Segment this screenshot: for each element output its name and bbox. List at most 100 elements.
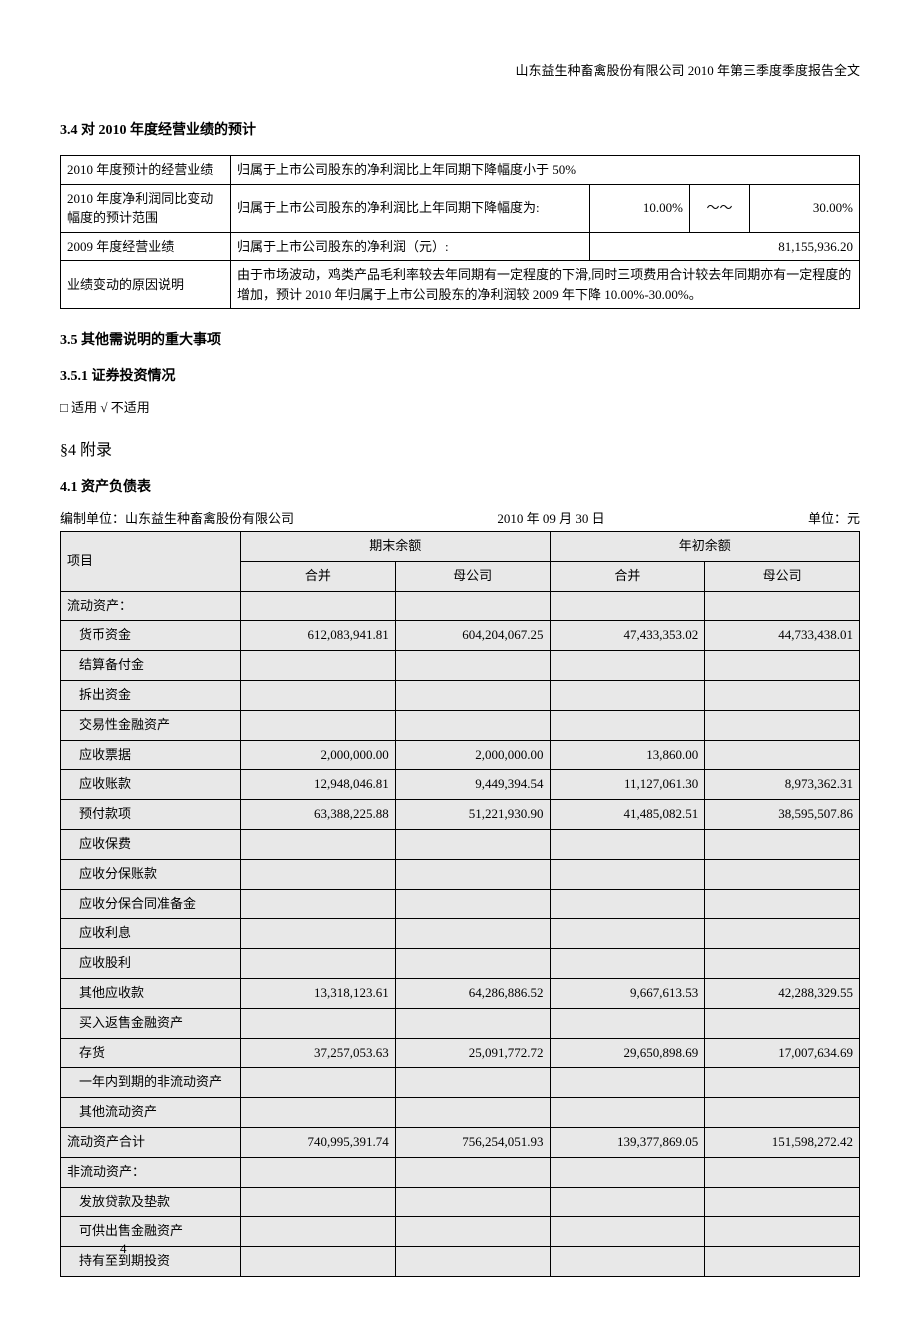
cell-value: 37,257,053.63	[241, 1038, 396, 1068]
table-row: 应收分保合同准备金	[61, 889, 860, 919]
cell-value	[705, 1098, 860, 1128]
prepared-by: 编制单位：山东益生种畜禽股份有限公司	[60, 508, 294, 527]
item-label: 结算备付金	[61, 651, 241, 681]
table-row: 交易性金融资产	[61, 710, 860, 740]
th-ending-parent: 母公司	[395, 561, 550, 591]
item-label: 存货	[61, 1038, 241, 1068]
balance-sheet-meta: 编制单位：山东益生种畜禽股份有限公司 2010 年 09 月 30 日 单位：元	[60, 508, 860, 527]
cell-value	[550, 1217, 705, 1247]
cell-value	[395, 859, 550, 889]
item-label: 一年内到期的非流动资产	[61, 1068, 241, 1098]
table-row: 买入返售金融资产	[61, 1008, 860, 1038]
table-row: 非流动资产：	[61, 1157, 860, 1187]
cell-value	[705, 1217, 860, 1247]
item-label: 应收股利	[61, 949, 241, 979]
t1-r2-v2: 30.00%	[750, 184, 860, 232]
cell-value	[705, 591, 860, 621]
cell-value: 2,000,000.00	[395, 740, 550, 770]
cell-value	[395, 1098, 550, 1128]
table-row: 结算备付金	[61, 651, 860, 681]
section-3-5-title: 3.5 其他需说明的重大事项	[60, 329, 860, 349]
cell-value	[705, 859, 860, 889]
t1-r4-label: 业绩变动的原因说明	[61, 261, 231, 309]
cell-value	[705, 919, 860, 949]
table-row: 其他流动资产	[61, 1098, 860, 1128]
cell-value: 756,254,051.93	[395, 1127, 550, 1157]
item-label: 其他应收款	[61, 978, 241, 1008]
section-3-5-1-title: 3.5.1 证券投资情况	[60, 365, 860, 385]
cell-value: 41,485,082.51	[550, 800, 705, 830]
section-4-1-title: 4.1 资产负债表	[60, 476, 860, 496]
item-label: 应收分保合同准备金	[61, 889, 241, 919]
item-label: 应收利息	[61, 919, 241, 949]
cell-value	[550, 1247, 705, 1277]
cell-value	[705, 740, 860, 770]
cell-value: 63,388,225.88	[241, 800, 396, 830]
report-date: 2010 年 09 月 30 日	[497, 508, 604, 527]
forecast-table: 2010 年度预计的经营业绩 归属于上市公司股东的净利润比上年同期下降幅度小于 …	[60, 155, 860, 309]
cell-value: 64,286,886.52	[395, 978, 550, 1008]
cell-value: 13,318,123.61	[241, 978, 396, 1008]
cell-value: 12,948,046.81	[241, 770, 396, 800]
cell-value	[241, 651, 396, 681]
th-ending: 期末余额	[241, 532, 551, 562]
cell-value	[550, 1187, 705, 1217]
cell-value	[241, 1008, 396, 1038]
cell-value	[705, 1247, 860, 1277]
cell-value	[705, 1157, 860, 1187]
cell-value: 740,995,391.74	[241, 1127, 396, 1157]
item-label: 拆出资金	[61, 680, 241, 710]
cell-value	[550, 710, 705, 740]
table-row: 应收股利	[61, 949, 860, 979]
th-beginning: 年初余额	[550, 532, 860, 562]
cell-value	[241, 1187, 396, 1217]
cell-value	[241, 889, 396, 919]
cell-value: 151,598,272.42	[705, 1127, 860, 1157]
cell-value: 2,000,000.00	[241, 740, 396, 770]
t1-r2-sep: ～～	[690, 184, 750, 232]
cell-value: 8,973,362.31	[705, 770, 860, 800]
table-row: 发放贷款及垫款	[61, 1187, 860, 1217]
cell-value	[241, 1217, 396, 1247]
cell-value	[550, 859, 705, 889]
th-beginning-parent: 母公司	[705, 561, 860, 591]
cell-value	[705, 1068, 860, 1098]
cell-value: 44,733,438.01	[705, 621, 860, 651]
cell-value	[705, 710, 860, 740]
table-row: 货币资金612,083,941.81604,204,067.2547,433,3…	[61, 621, 860, 651]
table-row: 可供出售金融资产	[61, 1217, 860, 1247]
cell-value	[241, 680, 396, 710]
item-label: 非流动资产：	[61, 1157, 241, 1187]
cell-value	[241, 829, 396, 859]
cell-value	[395, 1247, 550, 1277]
report-header: 山东益生种畜禽股份有限公司 2010 年第三季度季度报告全文	[60, 60, 860, 79]
th-ending-consolidated: 合并	[241, 561, 396, 591]
cell-value: 51,221,930.90	[395, 800, 550, 830]
item-label: 应收分保账款	[61, 859, 241, 889]
cell-value	[395, 1157, 550, 1187]
t1-r3-label: 2009 年度经营业绩	[61, 232, 231, 261]
cell-value	[241, 710, 396, 740]
cell-value	[705, 1187, 860, 1217]
cell-value	[550, 949, 705, 979]
t1-r2-desc: 归属于上市公司股东的净利润比上年同期下降幅度为:	[231, 184, 590, 232]
item-label: 持有至到期投资	[61, 1247, 241, 1277]
section-4-title: §4 附录	[60, 436, 860, 460]
cell-value	[395, 651, 550, 681]
cell-value	[395, 1068, 550, 1098]
table-row: 一年内到期的非流动资产	[61, 1068, 860, 1098]
cell-value	[550, 651, 705, 681]
table-row: 存货37,257,053.6325,091,772.7229,650,898.6…	[61, 1038, 860, 1068]
balance-sheet-table: 项目 期末余额 年初余额 合并 母公司 合并 母公司 流动资产：货币资金612,…	[60, 531, 860, 1277]
cell-value	[705, 1008, 860, 1038]
cell-value	[550, 1008, 705, 1038]
cell-value	[241, 1247, 396, 1277]
cell-value: 29,650,898.69	[550, 1038, 705, 1068]
th-beginning-consolidated: 合并	[550, 561, 705, 591]
t1-r1-label: 2010 年度预计的经营业绩	[61, 156, 231, 185]
table-row: 拆出资金	[61, 680, 860, 710]
cell-value	[241, 1068, 396, 1098]
table-row: 持有至到期投资	[61, 1247, 860, 1277]
item-label: 其他流动资产	[61, 1098, 241, 1128]
cell-value	[241, 949, 396, 979]
